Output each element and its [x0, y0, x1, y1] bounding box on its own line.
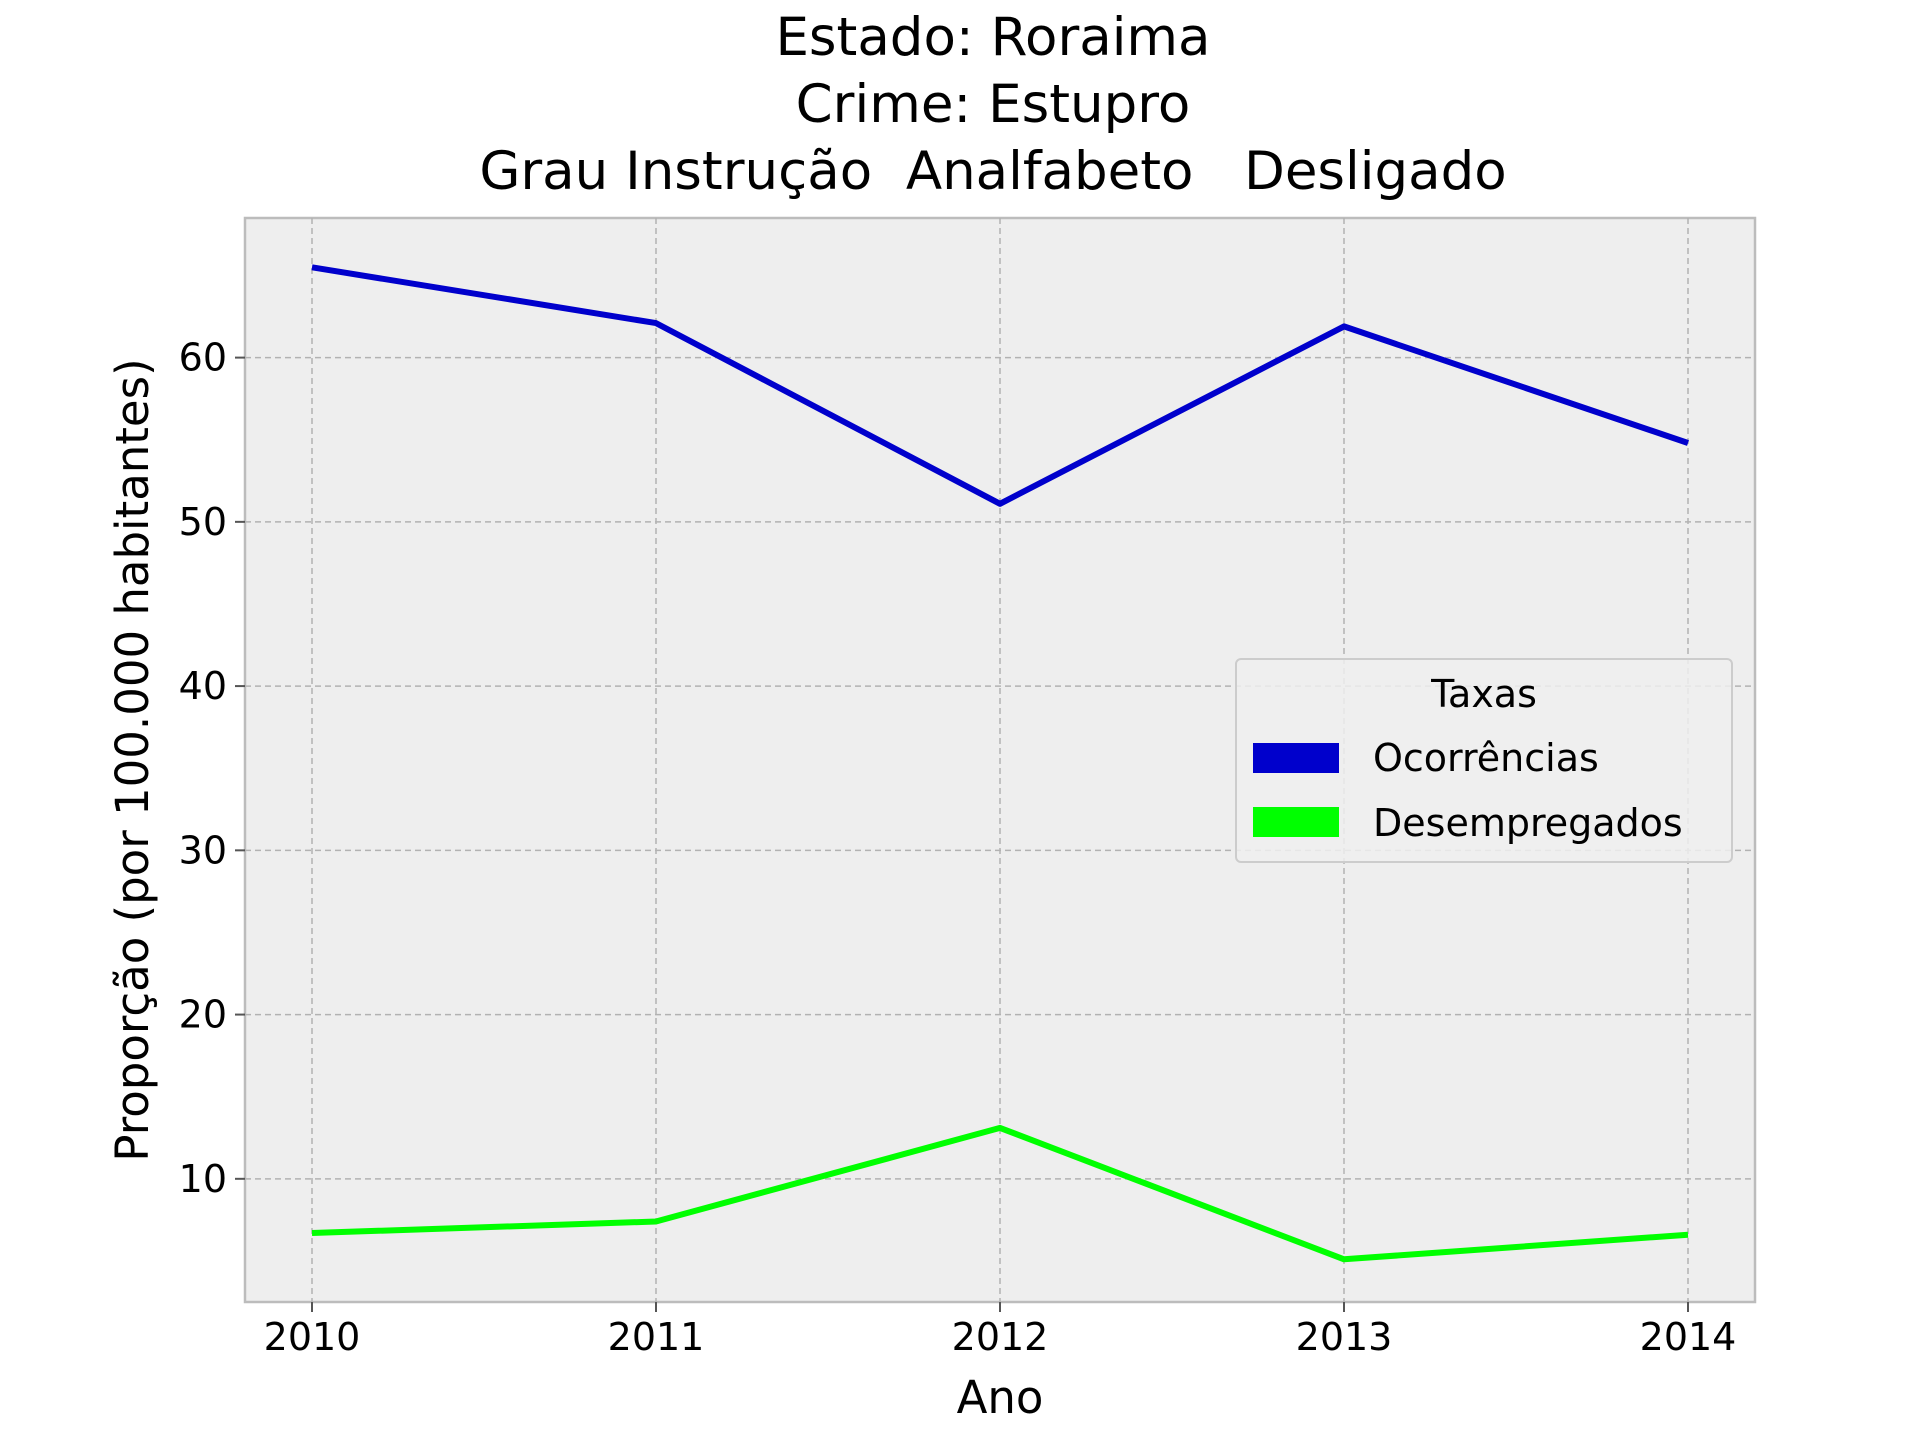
legend-box	[1235, 658, 1733, 863]
legend-title: Taxas	[1430, 672, 1537, 716]
x-tick-label: 2011	[608, 1315, 705, 1359]
legend-swatch-desempregados	[1253, 807, 1339, 837]
legend-swatch-ocorrencias	[1253, 743, 1339, 773]
x-tick-label: 2013	[1296, 1315, 1393, 1359]
y-axis-label: Proporção (por 100.000 habitantes)	[106, 358, 159, 1161]
y-axis-ticks: 10 20 30 40 50 60	[179, 336, 245, 1201]
y-tick-label: 50	[179, 500, 227, 544]
x-axis-ticks: 2010 2011 2012 2013 2014	[264, 1302, 1737, 1359]
x-tick-label: 2012	[952, 1315, 1049, 1359]
legend-label-desempregados: Desempregados	[1373, 801, 1683, 845]
title-line-education: Grau Instrução Analfabeto Desligado	[479, 141, 1506, 202]
title-line-crime: Crime: Estupro	[796, 74, 1191, 135]
chart-title: Estado: Roraima Crime: Estupro Grau Inst…	[479, 7, 1506, 202]
y-tick-label: 20	[179, 993, 227, 1037]
x-tick-label: 2010	[264, 1315, 361, 1359]
y-tick-label: 60	[179, 336, 227, 380]
title-line-state: Estado: Roraima	[775, 7, 1210, 68]
grid-lines	[245, 218, 1755, 1302]
series-lines	[311, 264, 1689, 1263]
legend-label-ocorrencias: Ocorrências	[1373, 736, 1599, 780]
x-tick-label: 2014	[1640, 1315, 1737, 1359]
legend: Taxas Ocorrências Desempregados	[1235, 658, 1733, 863]
series-line-ocorrencias	[311, 264, 1689, 507]
x-axis-label: Ano	[957, 1371, 1044, 1424]
y-tick-label: 10	[179, 1157, 227, 1201]
series-line-desempregados	[311, 1124, 1689, 1263]
y-tick-label: 30	[179, 828, 227, 872]
y-tick-label: 40	[179, 664, 227, 708]
